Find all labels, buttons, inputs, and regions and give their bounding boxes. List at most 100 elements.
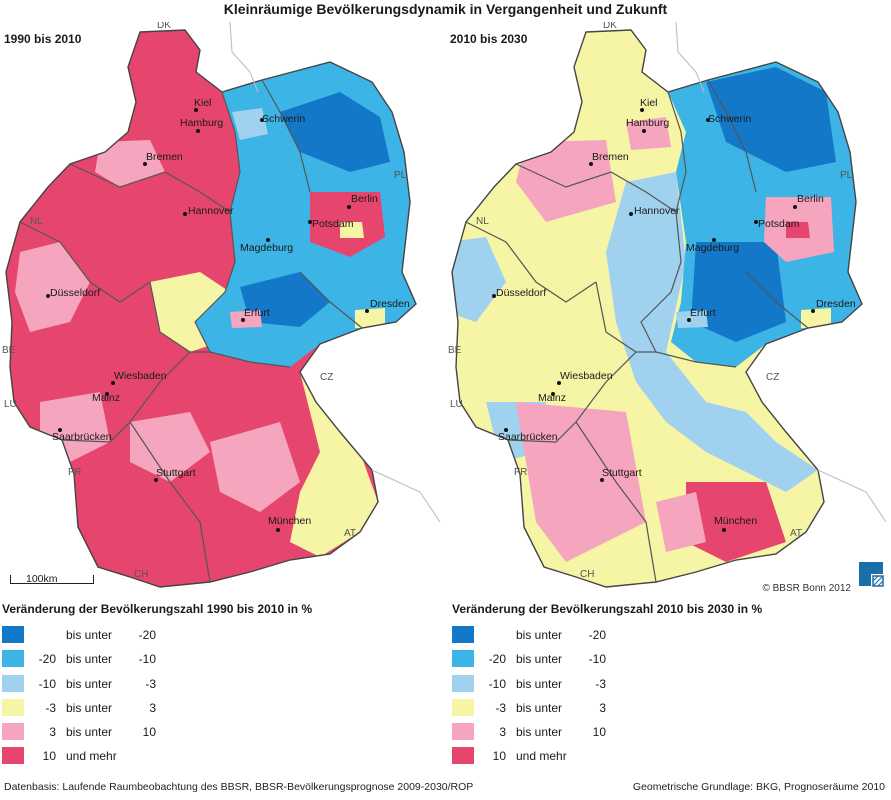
city-label-dresden: Dresden [370,298,410,310]
city-dot-kiel [640,108,644,112]
city-dot-berlin [793,205,797,209]
legend-lower-bound: -10 [38,676,56,691]
legend-swatch [452,626,474,643]
city-label-hannover: Hannover [188,205,234,217]
legend-swatch [2,723,24,741]
legend-lower-bound: 3 [499,725,506,740]
neighbor-border-at [371,469,441,523]
city-label-erfurt: Erfurt [690,307,716,319]
city-dot-hannover [629,212,633,216]
country-label-be: BE [2,345,16,356]
city-label-duesseldorf: Düsseldorf [50,287,100,299]
city-label-saarbruecken: Saarbrücken [498,431,558,443]
legend-swatch [452,674,474,692]
state-borders [465,79,809,583]
neighbor-border-dk [675,22,705,93]
city-label-stuttgart: Stuttgart [156,467,196,479]
legend-title: Veränderung der Bevölkerungszahl 1990 bi… [2,602,313,616]
legend-range-text: bis unter [516,700,563,715]
region-mecklenburg [706,67,836,172]
scale-bar-label: 100km [26,573,58,585]
city-dot-potsdam [754,220,758,224]
legend-lower-bound: -3 [495,700,506,715]
country-labels: DK PL NL BE LU CZ FR AT CH [448,22,853,580]
legend-swatch [2,747,24,765]
country-label-ch: CH [134,569,148,580]
choropleth-regions [452,30,862,587]
neighbor-border-dk [229,22,259,93]
city-dot-magdeburg [712,238,716,242]
city-label-wiesbaden: Wiesbaden [114,370,167,382]
bbsr-logo-icon [859,562,884,587]
city-dot-muenchen [276,528,280,532]
map-panel-1990-2010: 1990 bis 2010 [0,22,445,602]
city-label-hamburg: Hamburg [626,117,669,129]
map-period-label: 2010 bis 2030 [450,32,528,46]
country-label-pl: PL [394,170,407,181]
map-panel-2010-2030: 2010 bis 2030 [446,22,891,602]
city-dot-erfurt [241,318,245,322]
region-erfurt [230,310,262,328]
city-label-magdeburg: Magdeburg [686,242,739,254]
city-dot-saarbruecken [58,428,62,432]
city-dot-bremen [143,162,147,166]
city-dot-saarbruecken [504,428,508,432]
legend-rows: bis unter -20 -20 bis unter -10 -10 bis unter -… [2,624,442,770]
country-label-at: AT [790,528,802,539]
city-dot-kiel [194,108,198,112]
legend-swatch [2,698,24,716]
legend-lower-bound: 10 [42,749,56,764]
country-label-dk: DK [603,22,617,31]
legend-lower-bound: -20 [488,652,506,667]
city-label-stuttgart: Stuttgart [602,467,642,479]
legend-lower-bound: 3 [49,725,56,740]
country-labels: DK PL NL BE LU CZ FR AT CH [2,22,407,580]
legend-class-row: 10 und mehr [452,745,891,769]
city-dot-hamburg [196,129,200,133]
region-hamburg [626,117,671,150]
city-label-wiesbaden: Wiesbaden [560,370,613,382]
country-label-be: BE [448,345,462,356]
city-dot-schwerin [260,118,264,122]
city-label-potsdam: Potsdam [312,218,354,230]
city-label-mainz: Mainz [538,392,566,404]
legend-range-text: und mehr [516,749,567,764]
legend-range-text: bis unter [66,676,113,691]
legend-swatch [2,650,24,668]
legend-range-text: bis unter [66,628,113,642]
city-label-dresden: Dresden [816,298,856,310]
city-dot-potsdam [308,220,312,224]
city-dot-mainz [105,392,109,396]
legend-class-row: -3 bis unter 3 [452,697,891,721]
region-dresden [801,308,831,328]
region-rhine-ruhr [15,242,90,332]
country-label-lu: LU [450,399,463,410]
city-markers: Kiel Hamburg Schwerin Bremen Berlin Pots… [46,97,410,532]
country-label-lu: LU [4,399,17,410]
choropleth-regions [6,30,416,587]
region-berlin-city [340,222,364,238]
legend-class-row: -20 bis unter -10 [2,648,442,672]
legend-lower-bound: -3 [45,700,56,715]
city-label-kiel: Kiel [194,97,212,109]
germany-map-1990-2010: Kiel Hamburg Schwerin Bremen Berlin Pots… [2,22,441,588]
region-oberbayern-west [656,492,706,552]
region-east-bavaria [290,372,378,557]
country-label-pl: PL [840,170,853,181]
country-label-nl: NL [476,216,489,227]
legend-class-row: 3 bis unter 10 [2,721,442,745]
legend-class-row: -3 bis unter 3 [2,697,442,721]
city-dot-mainz [551,392,555,396]
legend-range-text: bis unter [66,725,113,740]
country-label-at: AT [344,528,356,539]
legend-range-text: bis unter [516,725,563,740]
legend-upper-bound: -10 [138,652,156,667]
region-saxony-anhalt [691,242,786,342]
city-markers: Kiel Hamburg Schwerin Bremen Berlin Pots… [492,97,856,532]
scale-bar [10,575,94,584]
region-weser-ems [516,140,616,222]
country-label-dk: DK [157,22,171,31]
country-label-nl: NL [30,216,43,227]
region-berlin-city [786,222,810,238]
city-dot-wiesbaden [111,381,115,385]
